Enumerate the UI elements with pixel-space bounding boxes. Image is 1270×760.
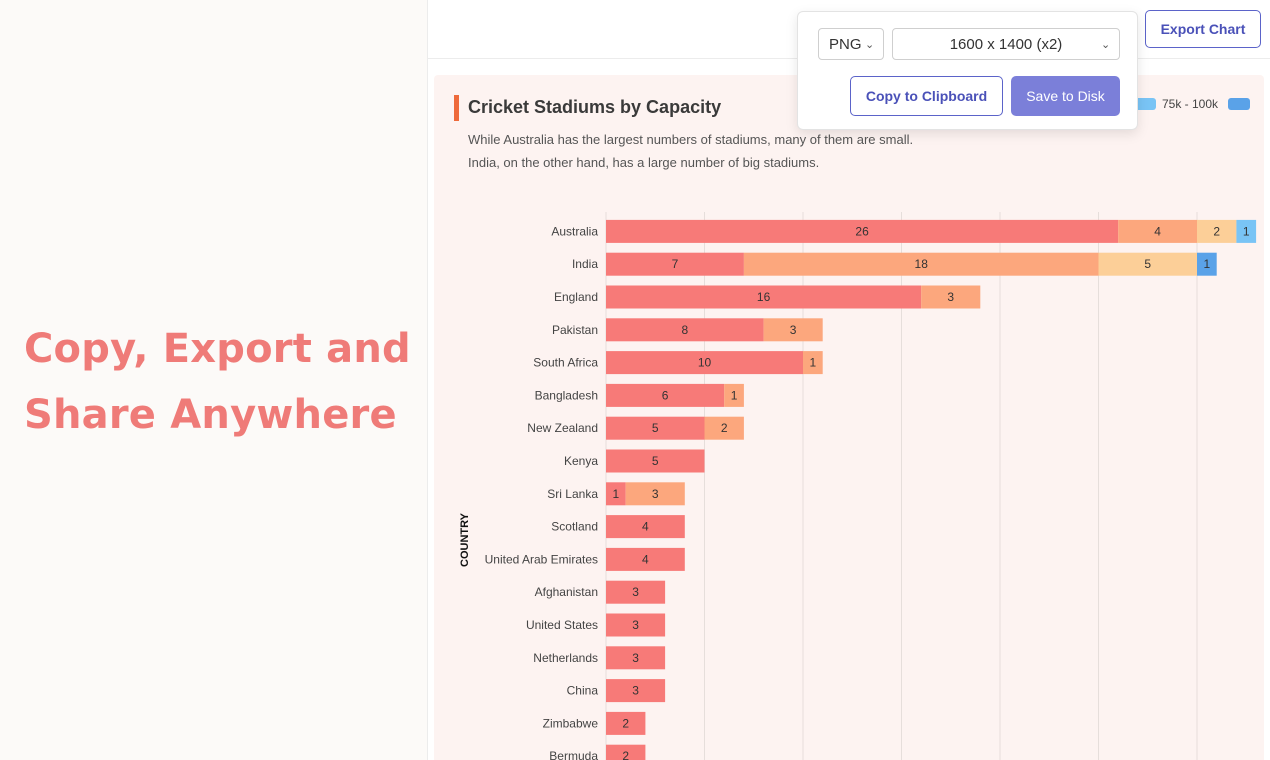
legend-label-75k-100k: 75k - 100k [1162,97,1219,111]
category-label: Australia [551,224,598,238]
bar-segment[interactable] [606,613,666,637]
bar-segment[interactable] [803,351,823,375]
data-label: 3 [947,290,954,304]
data-label: 26 [855,224,869,238]
data-label: 1 [731,388,738,402]
data-label: 3 [632,585,639,599]
data-label: 1 [1243,224,1250,238]
category-label: India [572,257,598,271]
y-axis-title: COUNTRY [459,512,471,567]
title-accent-bar [454,95,459,121]
chevron-down-icon: ⌄ [865,38,875,51]
format-select[interactable]: PNG ⌄ [818,28,884,60]
data-label: 5 [1144,257,1151,271]
bar-segment[interactable] [606,383,725,407]
chevron-down-icon: ⌄ [1101,38,1111,51]
data-label: 8 [681,323,688,337]
data-label: 3 [632,618,639,632]
category-label: China [567,684,599,698]
bar-segment[interactable] [606,318,764,342]
export-popover: PNG ⌄ 1600 x 1400 (x2) ⌄ Copy to Clipboa… [797,11,1138,130]
category-label: Afghanistan [535,585,598,599]
category-label: South Africa [533,356,598,370]
bar-segment[interactable] [606,515,685,539]
chart-legend: 75k - 100k [1134,97,1256,111]
bar-segment[interactable] [921,285,981,309]
bar-segment[interactable] [1098,252,1198,276]
size-select-value: 1600 x 1400 (x2) [949,35,1063,53]
save-to-disk-button[interactable]: Save to Disk [1011,76,1120,116]
legend-swatch-next [1228,98,1251,110]
chart-card: Cricket Stadiums by Capacity While Austr… [434,75,1264,760]
data-label: 4 [1154,224,1161,238]
size-select[interactable]: 1600 x 1400 (x2) ⌄ [892,28,1120,60]
category-label: United States [526,618,598,632]
export-chart-button[interactable]: Export Chart [1145,10,1261,48]
copy-to-clipboard-button[interactable]: Copy to Clipboard [850,76,1003,116]
data-label: 3 [790,323,797,337]
chart-title: Cricket Stadiums by Capacity [468,97,722,117]
data-label: 2 [622,716,629,730]
bar-segment[interactable] [606,219,1119,243]
bar-segment[interactable] [606,351,803,375]
bar-segment[interactable] [606,482,626,506]
data-label: 3 [632,651,639,665]
bar-segment[interactable] [1197,252,1217,276]
data-label: 5 [652,421,659,435]
bar-segment[interactable] [1118,219,1197,243]
bar-segment[interactable] [606,252,744,276]
format-select-value: PNG [829,35,862,53]
promo-line-2: Share Anywhere [24,392,397,438]
data-label: 1 [613,487,620,501]
data-label: 2 [1213,224,1220,238]
data-label: 16 [757,290,771,304]
bar-segment[interactable] [606,416,705,440]
data-label: 10 [698,356,712,370]
category-label: Kenya [564,454,598,468]
legend-swatch-75k-100k [1134,98,1156,110]
chart-subtitle: While Australia has the largest numbers … [468,132,914,170]
category-label: Bermuda [549,749,598,760]
category-label: United Arab Emirates [485,552,598,566]
bar-segment[interactable] [606,744,646,760]
data-label: 3 [652,487,659,501]
data-label: 4 [642,520,649,534]
data-label: 7 [672,257,679,271]
data-label: 1 [810,356,817,370]
category-label: Netherlands [533,651,598,665]
promo-headline: Copy, Export and Share Anywhere [24,316,411,448]
bar-segment[interactable] [606,285,922,309]
category-label: Scotland [551,520,598,534]
bar-segment[interactable] [606,547,685,571]
data-label: 2 [622,749,629,760]
category-label: Sri Lanka [547,487,598,501]
bar-segment[interactable] [606,646,666,670]
bar-segment[interactable] [606,711,646,735]
bar-segment[interactable] [724,383,744,407]
bar-segment[interactable] [606,580,666,604]
data-label: 2 [721,421,728,435]
category-label: England [554,290,598,304]
bar-segment[interactable] [606,449,705,473]
bar-segment[interactable] [743,252,1099,276]
data-label: 6 [662,388,669,402]
category-label: New Zealand [527,421,598,435]
category-label: Zimbabwe [543,716,599,730]
category-label: Pakistan [552,323,598,337]
data-label: 18 [915,257,929,271]
data-label: 1 [1204,257,1211,271]
data-label: 4 [642,552,649,566]
data-label: 5 [652,454,659,468]
bar-segment[interactable] [1197,219,1237,243]
category-label: Bangladesh [535,388,598,402]
data-label: 3 [632,684,639,698]
promo-line-1: Copy, Export and [24,326,411,372]
bar-segment[interactable] [625,482,685,506]
bar-segment[interactable] [606,679,666,703]
bar-segment[interactable] [1236,219,1257,243]
bar-segment[interactable] [704,416,744,440]
bar-segment[interactable] [763,318,823,342]
